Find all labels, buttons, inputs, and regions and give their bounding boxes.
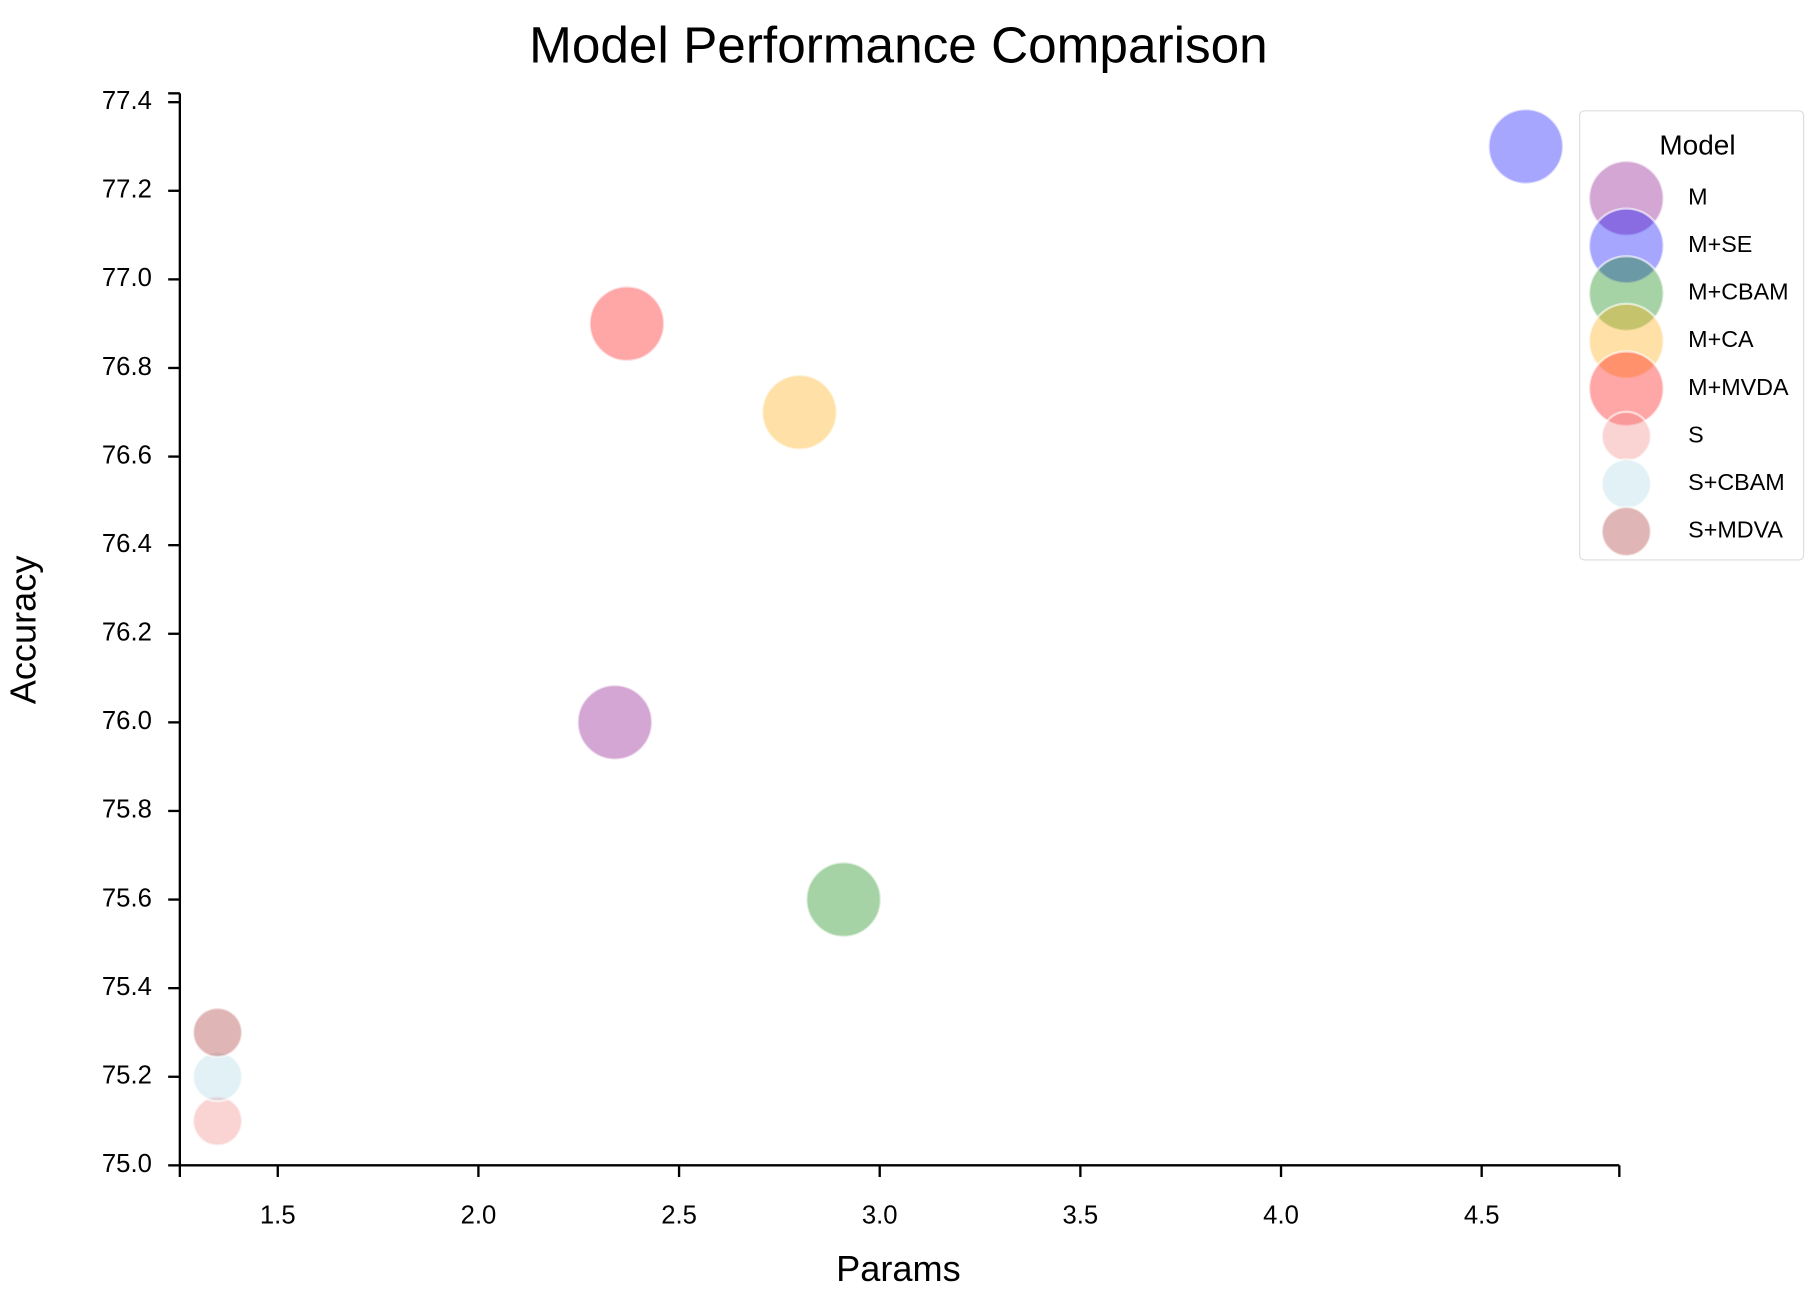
bubble <box>1487 108 1565 185</box>
legend-marker <box>1587 350 1665 428</box>
x-tick-label: 1.5 <box>260 1201 296 1229</box>
y-tick-label: 76.4 <box>102 530 152 558</box>
legend-label: S+CBAM <box>1688 469 1785 495</box>
y-tick-label: 75.2 <box>102 1062 152 1090</box>
x-axis-label: Params <box>836 1248 961 1289</box>
y-tick-label: 77.0 <box>102 264 152 292</box>
y-tick-label: 76.6 <box>102 441 152 469</box>
bubble <box>191 1095 244 1147</box>
y-tick-label: 76.2 <box>102 619 152 647</box>
legend-label: M+MVDA <box>1688 374 1789 400</box>
y-axis-label: Accuracy <box>2 556 43 705</box>
bubble <box>761 373 838 451</box>
legend-marker <box>1600 505 1652 558</box>
x-tick-label: 3.0 <box>862 1201 898 1229</box>
x-tick-label: 4.0 <box>1263 1201 1299 1229</box>
bubble <box>805 861 883 938</box>
y-tick-label: 75.8 <box>102 796 152 824</box>
y-tick-label: 76.8 <box>102 353 152 381</box>
chart-title: Model Performance Comparison <box>529 17 1268 74</box>
y-tick-label: 77.2 <box>102 176 152 204</box>
legend-marker <box>1587 302 1665 380</box>
bubble <box>576 683 654 761</box>
legend-label: M+SE <box>1688 231 1752 257</box>
legend-label: M+CBAM <box>1688 279 1788 305</box>
legend-label: M+CA <box>1688 326 1754 352</box>
bubble <box>191 1006 244 1059</box>
legend-label: S+MDVA <box>1688 517 1783 543</box>
legend-marker <box>1600 410 1652 462</box>
x-tick-label: 4.5 <box>1464 1201 1500 1229</box>
y-tick-label: 76.0 <box>102 707 152 735</box>
x-tick-label: 2.5 <box>661 1201 697 1229</box>
y-tick-label: 75.4 <box>102 973 152 1001</box>
legend-label: S <box>1688 421 1704 447</box>
legend-title: Model <box>1659 129 1735 160</box>
bubble <box>191 1051 244 1103</box>
legend-marker <box>1600 458 1652 510</box>
bubble <box>588 285 666 363</box>
x-tick-label: 2.0 <box>461 1201 497 1229</box>
legend-marker <box>1587 159 1665 237</box>
y-tick-label: 77.4 <box>102 87 152 115</box>
legend-marker <box>1587 255 1665 332</box>
legend-box <box>1579 110 1805 561</box>
y-tick-label: 75.6 <box>102 884 152 912</box>
legend-label: M <box>1688 183 1707 209</box>
legend-marker <box>1587 207 1665 285</box>
y-tick-label: 75.0 <box>102 1150 152 1178</box>
x-tick-label: 3.5 <box>1063 1201 1099 1229</box>
